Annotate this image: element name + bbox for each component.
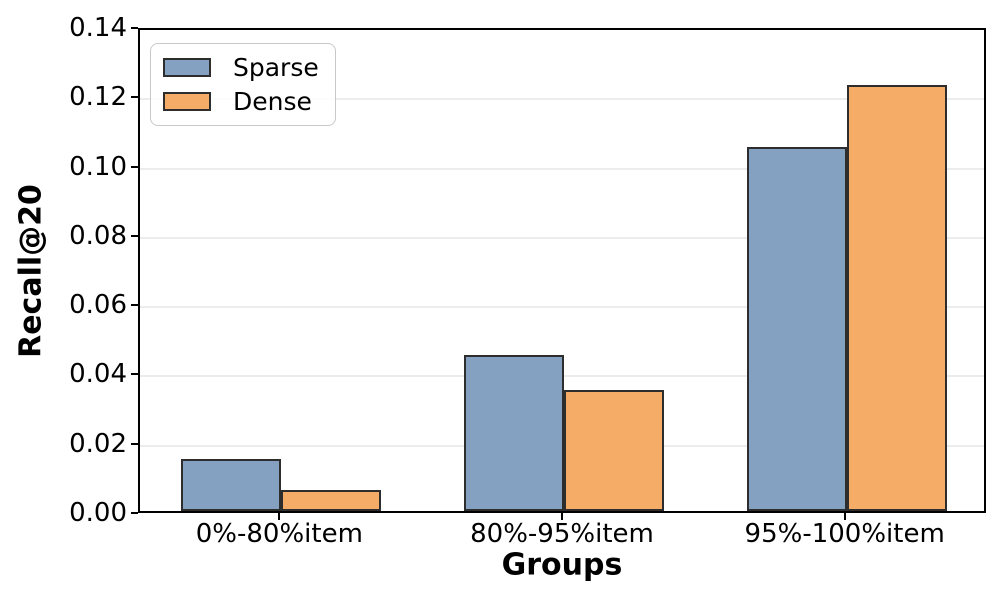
y-tick-label: 0.14 — [69, 13, 127, 43]
legend: Sparse Dense — [150, 43, 336, 126]
x-axis-label: Groups — [501, 547, 623, 583]
x-tick-label: 0%-80%item — [195, 519, 363, 549]
legend-item-sparse: Sparse — [163, 55, 319, 80]
y-tick-label: 0.00 — [69, 498, 127, 528]
x-tick-mark — [278, 513, 281, 520]
legend-label-dense: Dense — [233, 87, 312, 116]
legend-label-sparse: Sparse — [233, 53, 319, 82]
y-tick-mark — [131, 27, 138, 29]
bar-sparse-1 — [464, 355, 564, 511]
legend-swatch-sparse-icon — [163, 58, 211, 77]
y-axis-label: Recall@20 — [13, 184, 49, 358]
gridline — [140, 167, 984, 170]
x-tick-mark — [561, 513, 563, 520]
y-tick-label: 0.06 — [69, 290, 127, 321]
y-tick-label: 0.04 — [69, 359, 127, 390]
x-tick-label: 95%-100%item — [744, 519, 945, 549]
y-tick-label: 0.02 — [69, 428, 127, 459]
y-tick-label: 0.10 — [69, 151, 127, 182]
legend-item-dense: Dense — [163, 89, 319, 114]
gridline — [140, 306, 984, 309]
x-tick-label: 80%-95%item — [470, 519, 654, 549]
y-tick-mark — [131, 96, 138, 99]
bar-sparse-0 — [181, 459, 282, 511]
y-tick-mark — [131, 442, 138, 445]
y-tick-label: 0.08 — [69, 220, 127, 251]
y-tick-mark — [131, 304, 138, 307]
gridline — [140, 236, 984, 239]
y-tick-mark — [131, 373, 138, 376]
bar-dense-2 — [846, 85, 947, 511]
bar-dense-0 — [281, 490, 382, 511]
bar-dense-1 — [564, 390, 664, 511]
x-tick-mark — [843, 513, 846, 520]
legend-swatch-dense-icon — [163, 92, 211, 111]
gridline — [140, 98, 984, 101]
y-tick-mark — [131, 234, 138, 237]
y-tick-label: 0.12 — [69, 82, 127, 113]
y-tick-mark — [131, 165, 138, 168]
y-tick-mark — [131, 512, 138, 514]
plot-area: Sparse Dense — [138, 28, 986, 513]
bar-sparse-2 — [746, 147, 847, 511]
